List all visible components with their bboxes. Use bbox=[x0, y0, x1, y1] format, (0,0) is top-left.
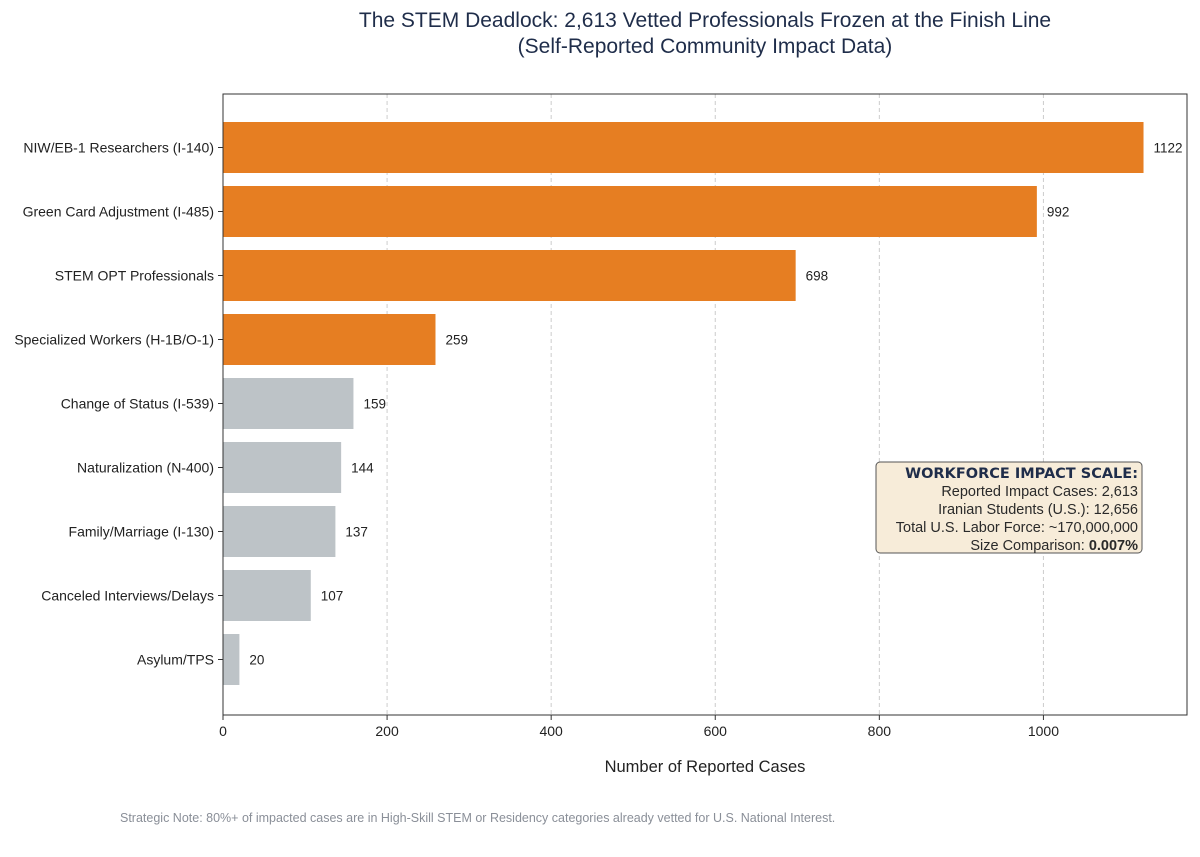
bar-value-label: 698 bbox=[806, 269, 829, 284]
footnote: Strategic Note: 80%+ of impacted cases a… bbox=[120, 811, 835, 825]
comparison-value: 0.007% bbox=[1089, 538, 1138, 554]
x-tick-label: 400 bbox=[539, 723, 563, 739]
bar-value-label: 137 bbox=[345, 525, 368, 540]
annotation-heading: WORKFORCE IMPACT SCALE: bbox=[905, 466, 1138, 482]
category-label: Family/Marriage (I-130) bbox=[69, 524, 214, 540]
category-labels: NIW/EB-1 Researchers (I-140) Green Card A… bbox=[14, 140, 223, 668]
bar bbox=[223, 634, 240, 685]
x-axis-title: Number of Reported Cases bbox=[605, 758, 806, 776]
plot-frame bbox=[222, 93, 1188, 716]
bar-value-label: 1122 bbox=[1154, 141, 1183, 156]
annotation-line: Iranian Students (U.S.): 12,656 bbox=[938, 502, 1138, 518]
bar bbox=[223, 570, 311, 621]
bar bbox=[223, 122, 1144, 173]
annotation-box-background bbox=[875, 461, 1143, 554]
value-labels: 1122 992 698 259 159 144 137 107 20 bbox=[249, 141, 1182, 668]
comparison-label: Size Comparison: bbox=[970, 538, 1088, 554]
bar-value-label: 20 bbox=[249, 653, 264, 668]
bar bbox=[223, 186, 1037, 237]
category-label: Canceled Interviews/Delays bbox=[41, 588, 214, 604]
category-label: STEM OPT Professionals bbox=[55, 268, 214, 284]
annotation-box: WORKFORCE IMPACT SCALE: Reported Impact … bbox=[875, 461, 1143, 554]
bar bbox=[223, 314, 436, 365]
bar-value-label: 107 bbox=[321, 589, 344, 604]
bar-value-label: 159 bbox=[363, 397, 386, 412]
bar bbox=[223, 506, 336, 557]
bar-value-label: 259 bbox=[445, 333, 468, 348]
x-axis-ticks: 0 200 400 600 800 1000 bbox=[219, 715, 1059, 739]
category-label: Specialized Workers (H-1B/O-1) bbox=[14, 332, 214, 348]
category-label: Green Card Adjustment (I-485) bbox=[23, 204, 214, 220]
bar bbox=[223, 250, 796, 301]
x-tick-label: 800 bbox=[868, 723, 892, 739]
bar bbox=[223, 378, 354, 429]
category-label: Naturalization (N-400) bbox=[77, 460, 214, 476]
category-label: NIW/EB-1 Researchers (I-140) bbox=[23, 140, 214, 156]
grid-lines bbox=[386, 94, 1044, 715]
annotation-comparison: Size Comparison: 0.007% bbox=[970, 538, 1138, 554]
bar-value-label: 992 bbox=[1047, 205, 1070, 220]
bar-value-label: 144 bbox=[351, 461, 374, 476]
bar bbox=[223, 442, 342, 493]
chart-title: The STEM Deadlock: 2,613 Vetted Professi… bbox=[359, 9, 1051, 32]
annotation-line: Reported Impact Cases: 2,613 bbox=[941, 484, 1138, 500]
x-tick-label: 1000 bbox=[1028, 723, 1059, 739]
chart-subtitle: (Self-Reported Community Impact Data) bbox=[518, 35, 893, 58]
category-label: Asylum/TPS bbox=[137, 652, 214, 668]
category-label: Change of Status (I-539) bbox=[61, 396, 214, 412]
annotation-line: Total U.S. Labor Force: ~170,000,000 bbox=[896, 520, 1138, 536]
x-tick-label: 0 bbox=[219, 723, 227, 739]
x-tick-label: 600 bbox=[704, 723, 728, 739]
bars bbox=[223, 122, 1144, 685]
x-tick-label: 200 bbox=[375, 723, 399, 739]
